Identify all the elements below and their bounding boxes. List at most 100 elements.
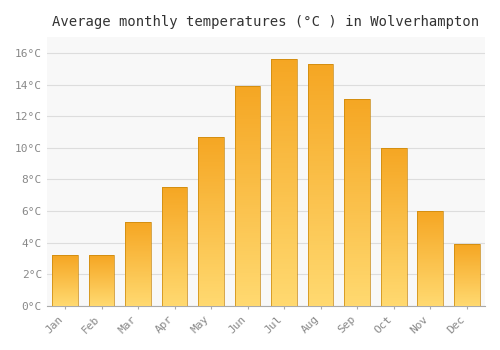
Bar xyxy=(126,250,151,251)
Bar xyxy=(344,161,370,163)
Bar xyxy=(235,150,260,152)
Bar xyxy=(344,211,370,213)
Bar xyxy=(272,146,297,148)
Bar xyxy=(308,81,334,83)
Bar xyxy=(454,288,479,289)
Bar xyxy=(454,247,479,248)
Bar xyxy=(272,294,297,296)
Bar xyxy=(126,305,151,306)
Bar xyxy=(454,277,479,278)
Bar xyxy=(198,282,224,284)
Bar xyxy=(381,165,406,167)
Bar xyxy=(344,163,370,165)
Bar xyxy=(198,155,224,157)
Bar xyxy=(198,228,224,230)
Bar xyxy=(344,182,370,184)
Bar xyxy=(381,222,406,224)
Bar xyxy=(272,239,297,242)
Bar xyxy=(126,279,151,280)
Bar xyxy=(418,293,443,294)
Bar xyxy=(162,279,188,280)
Bar xyxy=(235,161,260,163)
Bar xyxy=(89,292,114,293)
Bar xyxy=(308,287,334,289)
Bar xyxy=(418,263,443,264)
Bar xyxy=(308,125,334,127)
Bar xyxy=(52,290,78,291)
Bar xyxy=(418,286,443,287)
Bar xyxy=(198,272,224,274)
Bar xyxy=(235,117,260,119)
Bar xyxy=(344,194,370,196)
Bar xyxy=(89,294,114,295)
Bar xyxy=(344,136,370,138)
Bar xyxy=(89,257,114,258)
Bar xyxy=(418,292,443,293)
Bar xyxy=(235,262,260,264)
Bar xyxy=(162,248,188,249)
Bar xyxy=(308,180,334,183)
Bar xyxy=(454,296,479,297)
Bar xyxy=(344,221,370,223)
Bar xyxy=(235,194,260,196)
Bar xyxy=(162,285,188,286)
Bar xyxy=(52,270,78,271)
Bar xyxy=(308,76,334,78)
Bar xyxy=(308,250,334,253)
Bar xyxy=(198,186,224,188)
Bar xyxy=(418,262,443,263)
Bar xyxy=(308,93,334,96)
Bar xyxy=(418,289,443,290)
Bar xyxy=(418,290,443,291)
Bar xyxy=(126,259,151,260)
Bar xyxy=(235,290,260,293)
Bar xyxy=(308,233,334,236)
Bar xyxy=(198,294,224,296)
Bar xyxy=(344,148,370,150)
Bar xyxy=(235,284,260,286)
Bar xyxy=(454,248,479,249)
Bar xyxy=(126,247,151,248)
Bar xyxy=(235,121,260,124)
Bar xyxy=(308,204,334,207)
Bar xyxy=(89,296,114,297)
Bar xyxy=(344,103,370,105)
Bar xyxy=(454,273,479,274)
Bar xyxy=(52,276,78,277)
Bar xyxy=(308,265,334,267)
Bar xyxy=(162,302,188,303)
Bar xyxy=(235,288,260,290)
Bar xyxy=(308,282,334,284)
Bar xyxy=(126,299,151,300)
Bar xyxy=(381,216,406,217)
Bar xyxy=(89,267,114,268)
Bar xyxy=(308,226,334,229)
Bar xyxy=(308,66,334,69)
Bar xyxy=(235,183,260,185)
Bar xyxy=(162,299,188,300)
Bar xyxy=(272,244,297,247)
Bar xyxy=(198,247,224,248)
Bar xyxy=(126,274,151,275)
Bar xyxy=(272,205,297,207)
Bar xyxy=(198,194,224,196)
Bar xyxy=(381,281,406,282)
Bar xyxy=(381,211,406,213)
Bar xyxy=(162,289,188,290)
Bar xyxy=(381,172,406,173)
Bar xyxy=(344,225,370,227)
Bar xyxy=(198,152,224,154)
Bar xyxy=(308,301,334,303)
Bar xyxy=(418,256,443,257)
Bar xyxy=(272,185,297,188)
Bar xyxy=(381,184,406,186)
Bar xyxy=(162,216,188,217)
Bar xyxy=(418,283,443,284)
Bar xyxy=(418,213,443,214)
Bar xyxy=(198,169,224,170)
Bar xyxy=(381,224,406,225)
Bar xyxy=(126,239,151,240)
Bar xyxy=(198,154,224,155)
Bar xyxy=(344,206,370,209)
Bar xyxy=(381,232,406,233)
